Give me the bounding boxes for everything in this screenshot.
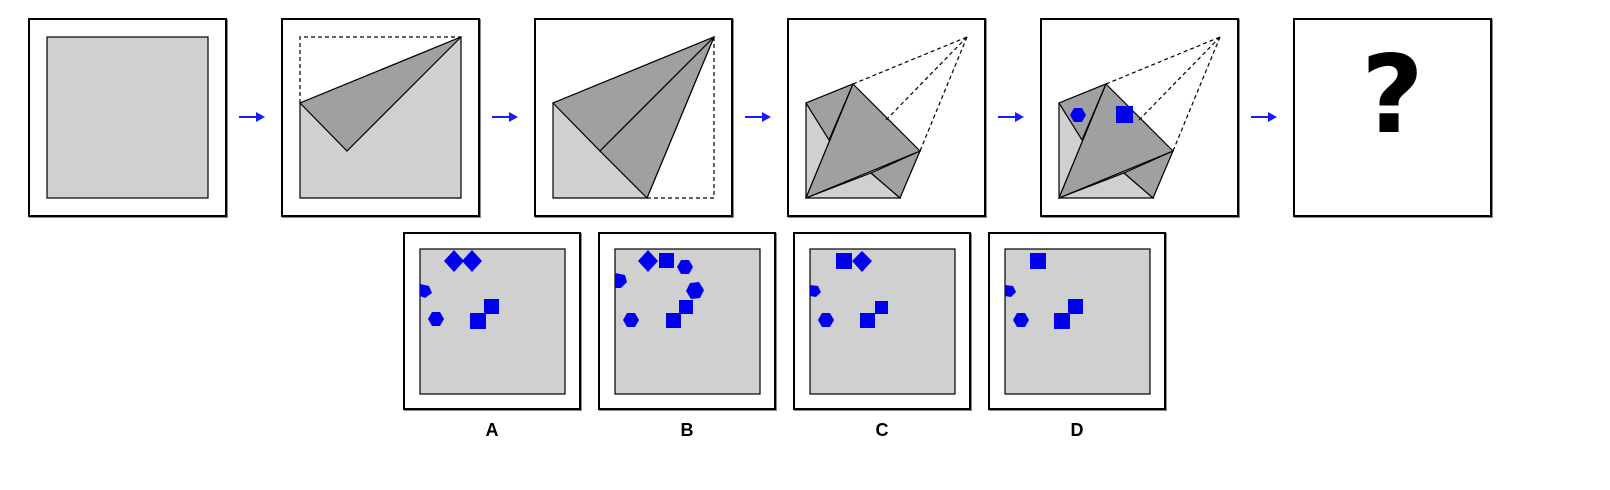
- step-5-frame: [1040, 18, 1239, 217]
- square-icon: [1068, 299, 1083, 314]
- punch-hexagon-icon: [1070, 108, 1086, 122]
- step-2-frame: [281, 18, 480, 217]
- hexagon-icon: [677, 260, 693, 274]
- step-5-punched: [1057, 36, 1221, 200]
- option-b-label: B: [680, 420, 694, 440]
- step-3-frame: [534, 18, 733, 217]
- hexagon-icon: [1005, 285, 1016, 297]
- option-d-label: D: [1070, 420, 1084, 440]
- step-1-frame: [28, 18, 227, 217]
- step-1-flat-paper: [46, 36, 209, 199]
- square-icon: [679, 300, 693, 314]
- hexagon-icon: [428, 312, 444, 326]
- square-icon: [860, 313, 875, 328]
- hexagon-icon: [810, 285, 821, 297]
- arrow-1-icon: [239, 112, 265, 122]
- diamond-icon: [852, 251, 872, 272]
- hexagon-icon: [818, 313, 834, 327]
- option-c-unfolded: [809, 248, 956, 395]
- square-icon: [484, 299, 499, 314]
- option-c-label: C: [875, 420, 889, 440]
- square-icon: [666, 313, 681, 328]
- square-icon: [659, 253, 674, 268]
- option-b-unfolded: [614, 248, 761, 395]
- question-frame: ?: [1293, 18, 1492, 217]
- diamond-icon: [444, 250, 464, 272]
- step-2-first-fold: [298, 36, 462, 199]
- hexagon-icon: [1013, 313, 1029, 327]
- question-mark: ?: [1361, 33, 1424, 158]
- arrow-3-icon: [745, 112, 771, 122]
- square-icon: [470, 313, 486, 329]
- option-a-unfolded: [419, 248, 566, 395]
- hexagon-icon: [686, 282, 704, 299]
- option-c-card[interactable]: [793, 232, 971, 410]
- hexagon-icon: [615, 273, 627, 288]
- hexagon-icon: [623, 313, 639, 327]
- option-d-unfolded: [1004, 248, 1151, 395]
- diamond-icon: [462, 250, 482, 272]
- step-4-frame: [787, 18, 986, 217]
- square-icon: [1054, 313, 1070, 329]
- square-icon: [836, 253, 852, 269]
- diamond-icon: [638, 250, 658, 272]
- hexagon-icon: [420, 284, 432, 298]
- option-b-card[interactable]: [598, 232, 776, 410]
- square-icon: [1030, 253, 1046, 269]
- square-icon: [875, 301, 888, 314]
- arrow-5-icon: [1251, 112, 1277, 122]
- option-d-card[interactable]: [988, 232, 1166, 410]
- option-a-card[interactable]: [403, 232, 581, 410]
- arrow-2-icon: [492, 112, 518, 122]
- arrow-4-icon: [998, 112, 1024, 122]
- punch-square-icon: [1116, 106, 1133, 123]
- step-3-second-fold: [551, 35, 716, 200]
- step-4-third-fold: [804, 36, 968, 200]
- option-a-label: A: [485, 420, 499, 440]
